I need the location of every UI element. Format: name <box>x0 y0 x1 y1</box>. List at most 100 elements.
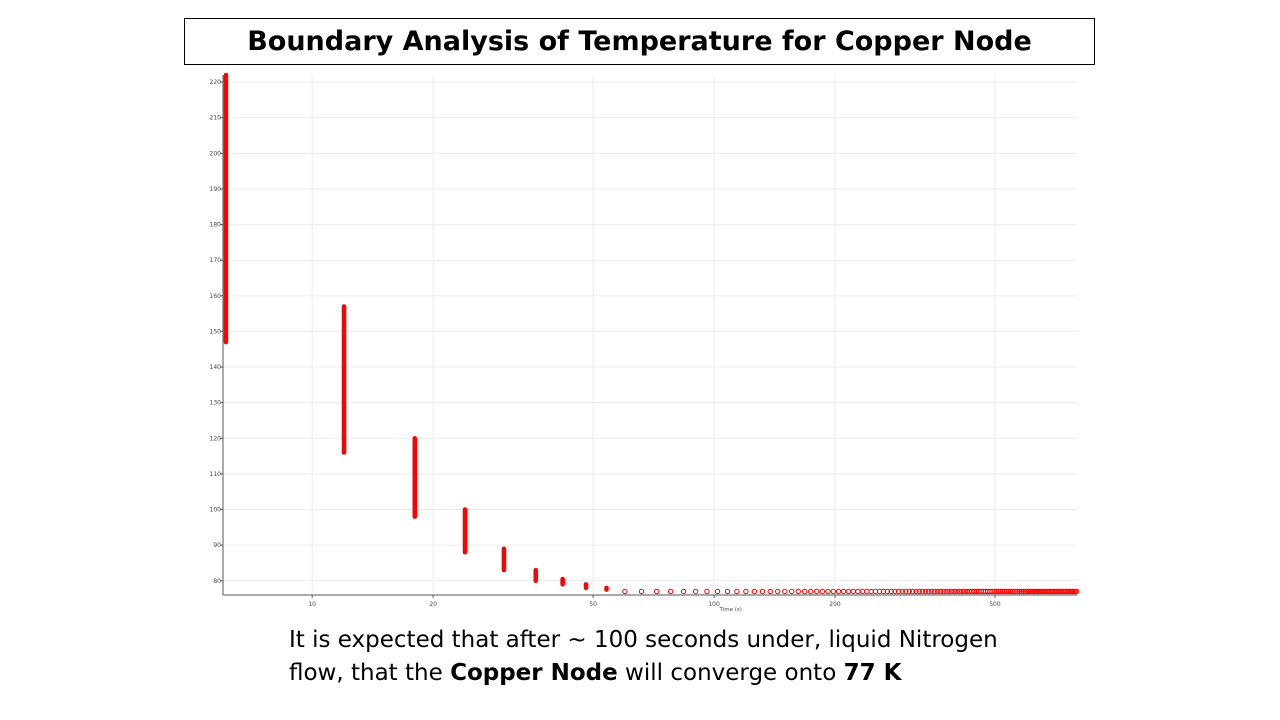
y-tick-label: 110 <box>210 471 222 478</box>
data-point <box>895 588 902 595</box>
data-point <box>906 588 912 595</box>
data-point <box>929 588 935 595</box>
data-point <box>937 588 944 595</box>
data-point <box>1029 588 1035 595</box>
data-point <box>1011 588 1017 595</box>
data-point <box>892 588 898 595</box>
data-point <box>714 588 721 595</box>
data-point <box>1025 588 1032 595</box>
data-point <box>1007 588 1014 595</box>
temperature-scatter-plot: 80 90 100 110 120 130 140 150 160 170 180 190 200 210… <box>210 72 1080 613</box>
data-point <box>864 588 870 595</box>
x-tick-label: 10 <box>308 601 316 608</box>
data-point <box>724 588 731 595</box>
data-point <box>751 588 758 595</box>
y-tick-label: 180 <box>210 222 222 229</box>
data-point <box>922 588 929 595</box>
x-tick-label: 50 <box>589 601 597 608</box>
data-point <box>743 588 749 595</box>
data-point <box>954 588 960 595</box>
data-point <box>909 588 916 595</box>
data-point <box>916 588 922 595</box>
data-point <box>759 588 766 595</box>
data-point <box>801 588 808 595</box>
x-tick-label: 200 <box>829 601 841 608</box>
data-point <box>1013 588 1019 595</box>
y-tick-label: 160 <box>210 293 222 300</box>
data-point <box>1015 588 1021 595</box>
chart-title: Boundary Analysis of Temperature for Cop… <box>247 26 1032 57</box>
data-point <box>830 588 836 595</box>
data-point <box>943 588 949 595</box>
data-point <box>808 588 814 595</box>
data-point <box>903 588 909 595</box>
y-tick-label: 150 <box>210 328 222 335</box>
data-point <box>1027 588 1033 595</box>
data-point <box>888 588 894 595</box>
data-point <box>835 588 842 595</box>
y-tick-label: 170 <box>210 257 222 264</box>
data-point <box>919 588 926 595</box>
data-point <box>956 588 963 595</box>
x-tick-label: 100 <box>708 601 720 608</box>
data-point <box>774 588 781 595</box>
data-point <box>654 588 660 595</box>
x-axis-label: Time (s) <box>719 607 742 613</box>
data-point <box>692 588 699 595</box>
y-tick-label: 140 <box>210 364 222 371</box>
data-point <box>948 588 955 595</box>
caption-text-1: It is expected that after ~ 100 seconds … <box>289 627 998 686</box>
data-point <box>850 588 856 595</box>
data-point <box>1009 588 1015 595</box>
data-point <box>931 588 938 595</box>
data-point <box>840 588 847 595</box>
data-point <box>845 588 852 595</box>
data-point <box>667 588 674 595</box>
data-point <box>1005 588 1012 595</box>
data-point <box>782 588 788 595</box>
data-point <box>788 588 795 595</box>
caption-77k: 77 K <box>843 660 902 686</box>
data-point <box>704 588 710 595</box>
data-point <box>934 588 941 595</box>
y-tick-label: 200 <box>210 150 222 157</box>
y-tick-label: 100 <box>210 507 222 514</box>
data-point <box>1030 588 1037 595</box>
data-point <box>951 588 957 595</box>
data-point <box>734 588 740 595</box>
data-point <box>1003 588 1010 595</box>
y-tick-label: 210 <box>210 115 222 122</box>
y-tick-label: 130 <box>210 400 222 407</box>
data-point <box>959 588 965 595</box>
data-point <box>946 588 952 595</box>
data-point <box>795 588 801 595</box>
data-point <box>1018 588 1025 595</box>
caption-text-2: will converge onto <box>617 660 844 686</box>
data-point <box>680 588 687 595</box>
title-box: Boundary Analysis of Temperature for Cop… <box>184 18 1095 65</box>
data-point <box>859 588 866 595</box>
data-point <box>1024 588 1030 595</box>
data-point <box>925 588 932 595</box>
data-point <box>1022 588 1028 595</box>
y-tick-label: 90 <box>213 542 221 549</box>
data-point <box>767 588 773 595</box>
data-point <box>1016 588 1023 595</box>
data-point <box>1032 588 1039 595</box>
data-point <box>855 588 861 595</box>
y-tick-label: 190 <box>210 186 222 193</box>
data-point <box>813 588 820 595</box>
y-tick-label: 220 <box>210 79 222 86</box>
data-point <box>1020 588 1026 595</box>
data-point <box>961 588 968 595</box>
data-point <box>638 588 645 595</box>
x-tick-label: 500 <box>989 601 1001 608</box>
data-point <box>825 588 831 595</box>
data-point <box>622 588 628 595</box>
data-point <box>819 588 826 595</box>
y-tick-label: 80 <box>213 578 221 585</box>
y-tick-label: 120 <box>210 435 222 442</box>
data-point <box>1073 588 1080 595</box>
x-tick-label: 20 <box>429 601 437 608</box>
data-point <box>899 588 905 595</box>
